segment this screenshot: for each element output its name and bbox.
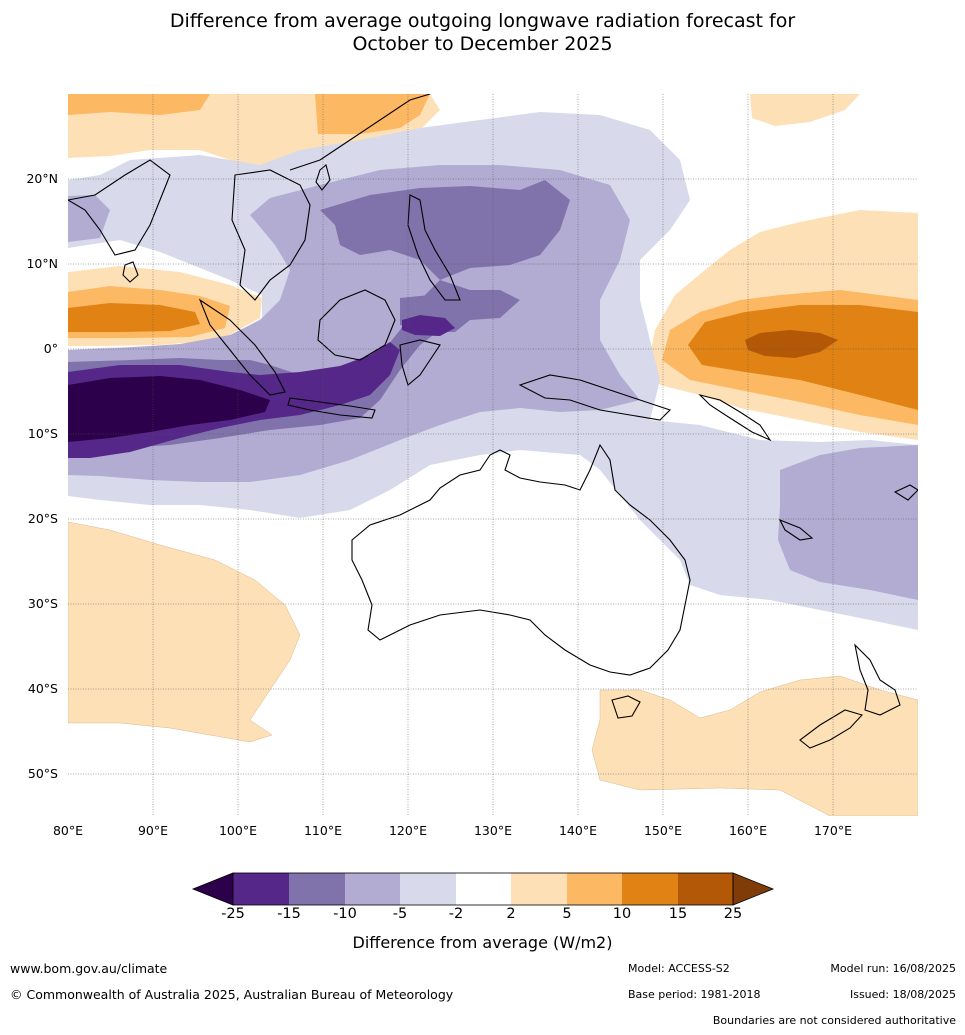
east-asia-positive-anomaly-5 [315,94,430,134]
lon-label: 170°E [813,823,852,838]
colorbar-tick: 15 [668,906,688,922]
colorbar-title: Difference from average (W/m2) [352,933,613,952]
lat-label: 20°S [27,511,58,526]
tasmania-coastline [611,695,641,719]
colorbar-bin-6 [511,873,567,905]
lon-label: 120°E [388,823,427,838]
graticule [68,94,918,816]
lon-label: 140°E [558,823,597,838]
title-line-1: Difference from average outgoing longwav… [169,10,796,32]
colorbar-bin-2 [289,873,345,905]
himalaya-positive-anomaly-5 [68,94,210,115]
new-zealand-south-coastline [799,709,864,749]
coastlines [68,94,918,749]
sulawesi-negative-anomaly-15 [402,315,455,336]
colorbar-tick: -25 [221,906,245,922]
lat-label: 10°N [26,256,58,271]
lon-label: 160°E [728,823,767,838]
new-guinea-coastline [518,374,672,421]
northeast-pacific-positive-anomaly-2 [750,94,860,126]
map-title: Difference from average outgoing longwav… [0,10,965,56]
central-pacific-positive-anomaly-15 [745,330,838,358]
colorbar-frame [232,872,734,906]
australia-coastline [351,443,691,676]
colorbar [191,872,775,906]
colorbar-tick: 25 [723,906,743,922]
southern-ocean-positive-anomaly [591,675,918,816]
new-zealand-north-coastline [854,643,901,716]
sumatra-coastline [198,298,286,396]
lon-label: 90°E [137,823,169,838]
lon-label: 80°E [52,823,84,838]
lat-label: 30°S [27,596,58,611]
lon-label: 130°E [473,823,512,838]
colorbar-bin-1 [233,873,289,905]
lon-label: 150°E [643,823,682,838]
indochina-coastline [231,169,311,301]
colorbar-tick: 10 [612,906,632,922]
philippines-coastline [407,194,461,301]
colorbar-tick: 2 [506,906,516,922]
boundaries-disclaimer: Boundaries are not considered authoritat… [712,1014,956,1027]
colorbar-extend-low [191,872,234,906]
fiji-coastline [893,484,918,501]
lat-label: 40°S [27,681,58,696]
borneo-coastline [317,289,396,361]
colorbar-bin-9 [678,873,733,905]
arabian-sea-positive-anomaly-10 [68,303,200,332]
lat-label: 50°S [27,766,58,781]
colorbar-bin-7 [567,873,622,905]
lat-label: 0° [43,341,58,356]
lon-label: 110°E [303,823,342,838]
colorbar-tick: -2 [448,906,464,922]
colorbar-tick: 5 [562,906,572,922]
indian-ocean-negative-anomaly-25 [68,376,270,442]
java-coastline [287,397,376,419]
southwest-pacific-negative-anomaly-5 [778,445,918,600]
website-link[interactable]: www.bom.gov.au/climate [10,961,168,976]
title-line-2: October to December 2025 [352,33,613,55]
colorbar-extend-high [732,872,775,906]
copyright-text: © Commonwealth of Australia 2025, Austra… [10,987,454,1002]
taiwan-coastline [315,164,331,191]
issued-text: Issued: 18/08/2025 [849,988,956,1001]
colorbar-tick: -10 [333,906,357,922]
china-coast-coastline [289,94,431,171]
australia-neutral [350,452,690,678]
colorbar-bin-3 [345,873,400,905]
lat-label: 20°N [26,171,58,186]
colorbar-bin-8 [622,873,678,905]
southwest-indian-ocean-positive-anomaly [68,521,301,743]
model-run-text: Model run: 16/08/2025 [830,962,956,975]
sulawesi-coastline [399,339,441,386]
colorbar-bin-5 [456,873,511,905]
lon-label: 100°E [218,823,257,838]
central-pacific-positive-anomaly-10 [688,305,918,410]
colorbar-tick: -5 [392,906,408,922]
new-caledonia-coastline [778,518,814,541]
colorbar-bin-4 [400,873,456,905]
lat-label: 10°S [27,426,58,441]
colorbar-tick: -15 [277,906,301,922]
sri-lanka-coastline [122,261,139,283]
india-coastline [68,159,171,256]
solomon-islands-coastline [698,393,772,442]
model-text: Model: ACCESS-S2 [628,962,730,975]
base-period-text: Base period: 1981-2018 [628,988,761,1001]
